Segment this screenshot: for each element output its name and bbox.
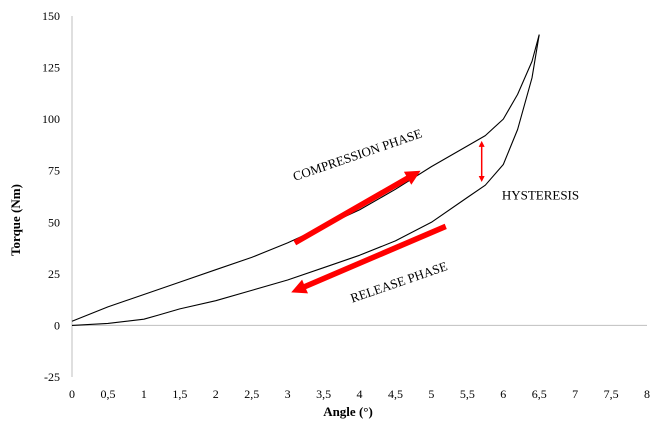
release-arrow — [291, 223, 447, 294]
release-curve — [71, 34, 540, 326]
y-tick-label: 25 — [48, 267, 60, 281]
x-tick-label: 6,5 — [532, 387, 547, 401]
compression-arrow — [293, 170, 421, 246]
x-tick-label: 6 — [500, 387, 506, 401]
y-tick-label: 75 — [48, 164, 60, 178]
x-tick-label: 1 — [141, 387, 147, 401]
y-tick-label: 100 — [42, 112, 60, 126]
y-tick-label: 125 — [42, 61, 60, 75]
x-tick-label: 8 — [644, 387, 650, 401]
x-tick-label: 1,5 — [172, 387, 187, 401]
y-axis-title: Torque (Nm) — [8, 184, 23, 256]
x-tick-label: 2,5 — [244, 387, 259, 401]
x-tick-label: 4,5 — [388, 387, 403, 401]
compression-curve — [71, 34, 540, 322]
annotation-label: COMPRESSION PHASE — [291, 126, 424, 184]
x-tick-label: 5 — [428, 387, 434, 401]
x-tick-label: 7 — [572, 387, 578, 401]
y-tick-label: 0 — [54, 318, 60, 332]
annotation-label: HYSTERESIS — [502, 188, 579, 203]
annotation-label: RELEASE PHASE — [348, 258, 449, 305]
y-tick-label: -25 — [44, 370, 60, 384]
x-tick-label: 4 — [357, 387, 363, 401]
x-tick-label: 3 — [285, 387, 291, 401]
x-tick-label: 5,5 — [460, 387, 475, 401]
x-axis-title: Angle (°) — [323, 404, 373, 419]
y-tick-label: 50 — [48, 215, 60, 229]
x-tick-label: 0 — [69, 387, 75, 401]
x-tick-label: 7,5 — [604, 387, 619, 401]
x-tick-label: 3,5 — [316, 387, 331, 401]
x-tick-label: 2 — [213, 387, 219, 401]
y-tick-label: 150 — [42, 9, 60, 23]
x-tick-label: 0,5 — [100, 387, 115, 401]
